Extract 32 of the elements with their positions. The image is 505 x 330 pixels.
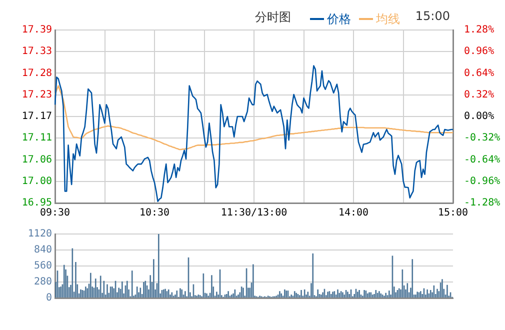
- y-tick-label: 17.28: [22, 68, 52, 79]
- y-tick-label: 17.17: [22, 111, 52, 122]
- chart-title: 分时图: [255, 9, 291, 26]
- legend-label: 均线: [376, 10, 400, 28]
- x-tick-label: 15:00: [438, 208, 468, 219]
- y2-tick-label: -0.96%: [464, 176, 500, 187]
- y2-tick-label: 0.32%: [464, 89, 494, 100]
- y2-tick-label: 0.64%: [464, 68, 494, 79]
- x-tick-label: 10:30: [139, 208, 170, 219]
- y-tick-label: 17.33: [22, 46, 52, 58]
- y-tick-label: 17.06: [22, 154, 52, 166]
- text: 15:00: [415, 9, 450, 23]
- legend-label: 价格: [327, 10, 351, 28]
- x-tick-label: 09:30: [40, 208, 70, 219]
- x-tick-label: 14:00: [338, 208, 369, 219]
- y-tick-label: 17.23: [22, 89, 52, 100]
- y2-tick-label: -0.32%: [464, 132, 500, 144]
- y2-tick-label: 1.28%: [464, 24, 494, 36]
- x-tick-label: 11:30/13:00: [220, 208, 288, 219]
- y-tick-label: 0: [46, 292, 52, 304]
- y-tick-label: 17.39: [22, 24, 52, 36]
- y2-tick-label: -1.28%: [464, 198, 500, 209]
- y-tick-label: 280: [34, 276, 52, 288]
- y-tick-label: 17.00: [22, 176, 52, 187]
- y-tick-label: 560: [34, 260, 52, 272]
- y2-tick-label: -0.64%: [464, 154, 500, 166]
- y-tick-label: 1120: [28, 228, 52, 240]
- y2-tick-label: 0.96%: [464, 46, 494, 58]
- y2-tick-label: 0.00%: [464, 111, 494, 122]
- y-tick-label: 16.95: [22, 198, 52, 209]
- y-tick-label: 17.11: [22, 132, 52, 144]
- y-tick-label: 840: [34, 244, 52, 256]
